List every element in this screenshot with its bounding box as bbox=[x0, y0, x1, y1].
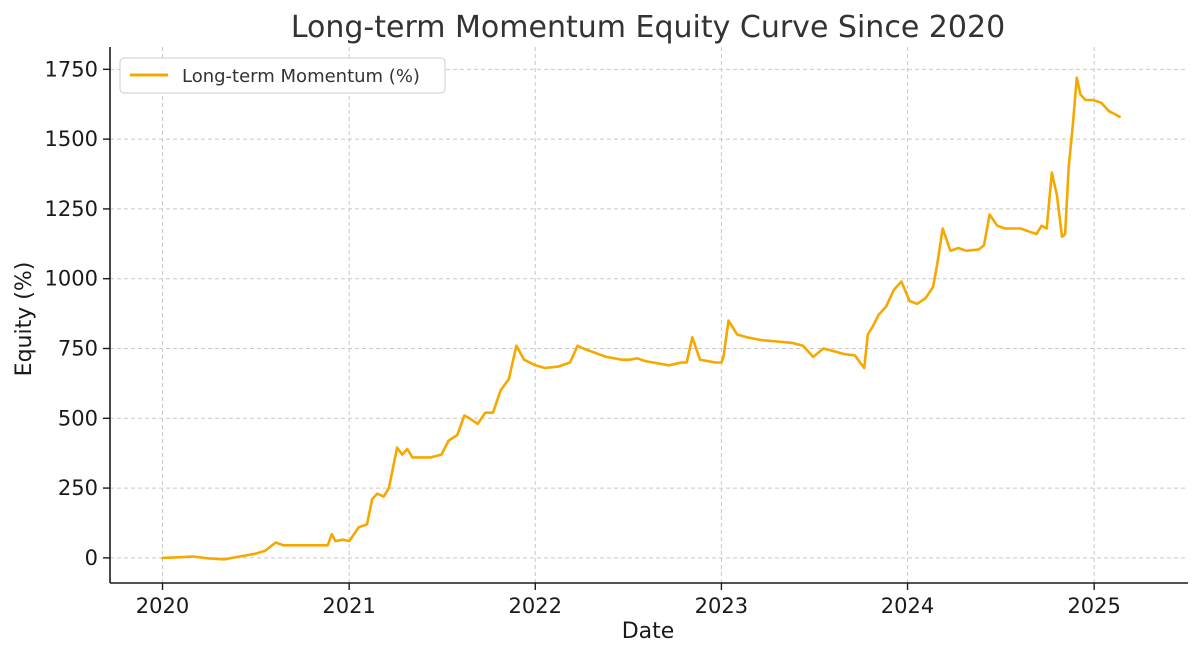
y-tick-label: 1250 bbox=[45, 197, 98, 221]
grid bbox=[110, 47, 1188, 583]
x-tick-label: 2021 bbox=[322, 594, 375, 618]
y-tick-label: 1500 bbox=[45, 127, 98, 151]
x-tick-label: 2023 bbox=[695, 594, 748, 618]
x-tick-label: 2024 bbox=[881, 594, 934, 618]
series-layer bbox=[161, 76, 1121, 561]
y-tick-label: 1000 bbox=[45, 267, 98, 291]
legend: Long-term Momentum (%) bbox=[119, 57, 446, 94]
y-axis-label: Equity (%) bbox=[12, 262, 37, 377]
y-tick-label: 250 bbox=[58, 476, 98, 500]
y-tick-label: 500 bbox=[58, 406, 98, 430]
x-axis-label: Date bbox=[622, 619, 675, 644]
series-line bbox=[161, 76, 1121, 561]
x-tick-label: 2025 bbox=[1067, 594, 1120, 618]
x-tick-label: 2020 bbox=[136, 594, 189, 618]
legend-box bbox=[119, 57, 446, 94]
y-tick-label: 750 bbox=[58, 337, 98, 361]
axes bbox=[103, 47, 1188, 590]
legend-label: Long-term Momentum (%) bbox=[182, 66, 420, 87]
tick-labels: 0 250 500 750 1000 1250 1500 1750 2020 2021 2022 20… bbox=[45, 57, 1121, 618]
x-tick-label: 2022 bbox=[509, 594, 562, 618]
y-tick-label: 1750 bbox=[45, 57, 98, 81]
y-tick-label: 0 bbox=[85, 546, 98, 570]
chart-title: Long-term Momentum Equity Curve Since 20… bbox=[291, 10, 1005, 45]
